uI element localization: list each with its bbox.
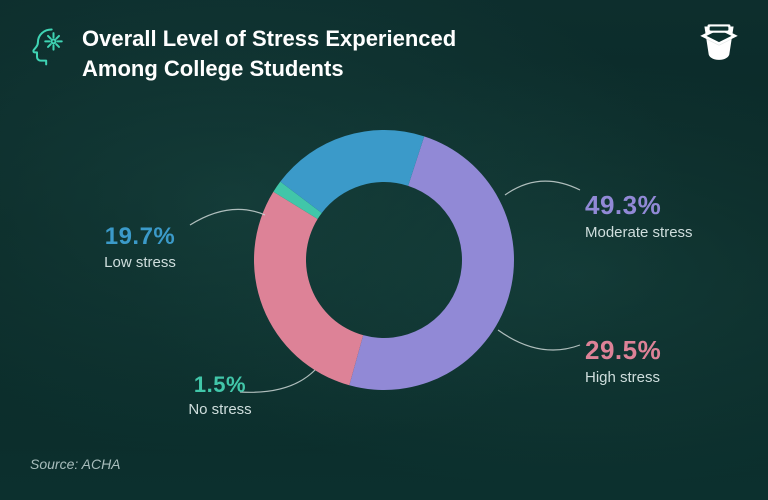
callout-value: 49.3%	[585, 190, 693, 221]
callout-high: 29.5% High stress	[585, 335, 661, 386]
callout-moderate: 49.3% Moderate stress	[585, 190, 693, 241]
slice-high	[254, 192, 363, 386]
callout-value: 1.5%	[160, 372, 280, 398]
callout-value: 19.7%	[80, 223, 200, 251]
brain-head-icon	[26, 24, 70, 68]
callout-value: 29.5%	[585, 335, 661, 366]
callout-label: No stress	[160, 401, 280, 418]
source-line: Source: ACHA	[30, 456, 121, 472]
callout-label: Moderate stress	[585, 224, 693, 241]
infographic-stage: Overall Level of Stress Experienced Amon…	[0, 0, 768, 500]
callout-label: High stress	[585, 369, 661, 386]
page-title: Overall Level of Stress Experienced Amon…	[82, 24, 522, 83]
stress-donut-chart	[244, 120, 524, 400]
callout-label: Low stress	[80, 254, 200, 271]
callout-no: 1.5% No stress	[160, 372, 280, 418]
callout-low: 19.7% Low stress	[80, 223, 200, 271]
brand-logo-icon	[694, 14, 744, 64]
